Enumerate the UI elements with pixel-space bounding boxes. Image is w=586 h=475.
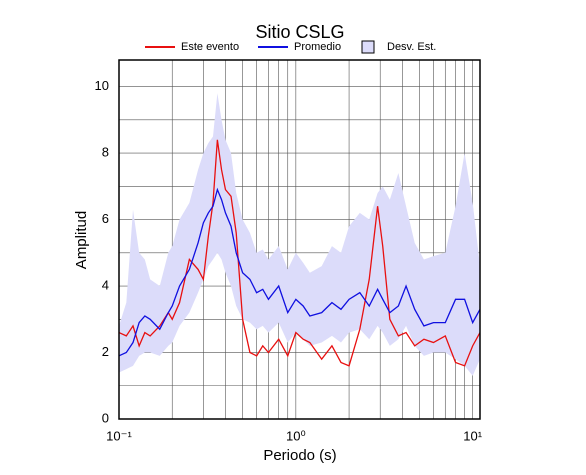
plot-frame <box>118 59 481 420</box>
y-tick-label: 4 <box>102 277 109 292</box>
x-axis-label: Periodo (s) <box>263 447 336 464</box>
legend-label: Promedio <box>294 41 341 53</box>
legend-label: Desv. Est. <box>387 41 436 53</box>
chart-title: Sitio CSLG <box>255 22 344 42</box>
y-tick-label: 2 <box>102 344 109 359</box>
legend-swatch <box>361 40 375 54</box>
y-tick-label: 10 <box>95 78 109 93</box>
series-line <box>119 139 480 367</box>
legend-label: Este evento <box>181 41 239 53</box>
x-tick-label: 10⁰ <box>286 428 306 443</box>
series-line <box>119 187 480 357</box>
std-band <box>119 93 480 376</box>
plot-area <box>119 93 480 376</box>
x-tick-label: 10⁻¹ <box>106 428 132 443</box>
x-tick-label: 10¹ <box>463 428 482 443</box>
y-axis-label: Amplitud <box>73 211 90 269</box>
y-tick-label: 8 <box>102 145 109 160</box>
y-tick-label: 6 <box>102 211 109 226</box>
y-tick-label: 0 <box>102 410 109 425</box>
